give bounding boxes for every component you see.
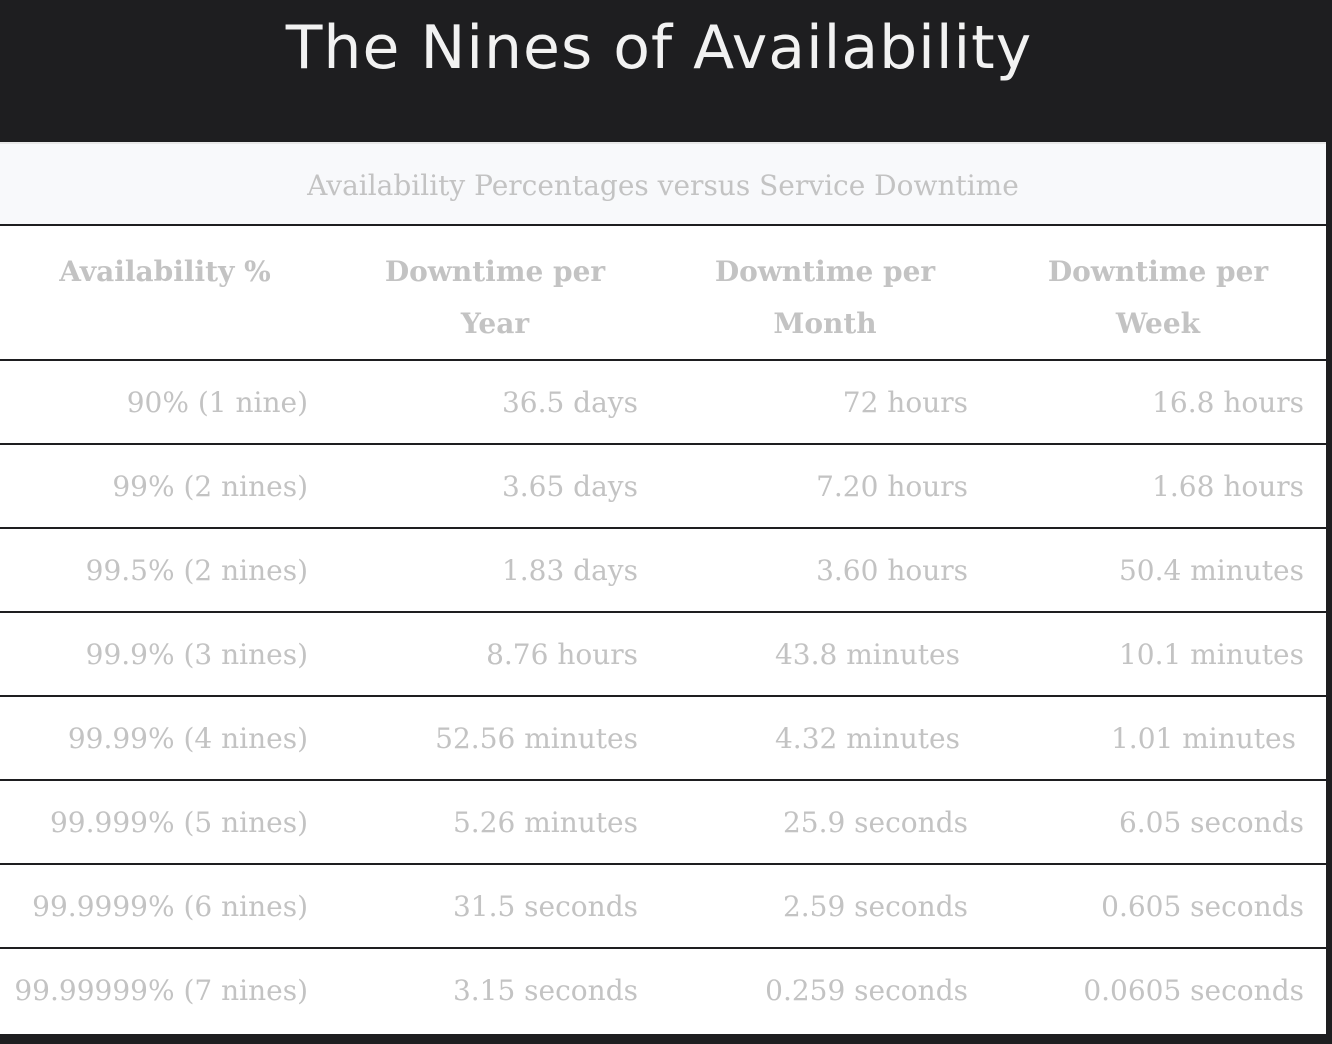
cell-week: 6.05 seconds	[990, 780, 1326, 865]
cell-availability: 99.9% (3 nines)	[0, 612, 330, 697]
table-row: 99% (2 nines) 3.65 days 7.20 hours 1.68 …	[0, 444, 1326, 529]
cell-year: 1.83 days	[330, 528, 660, 613]
cell-week: 1.01 minutes	[990, 696, 1326, 781]
table-row: 99.99999% (7 nines) 3.15 seconds 0.259 s…	[0, 948, 1326, 1032]
cell-availability: 99.99% (4 nines)	[0, 696, 330, 781]
cell-week: 10.1 minutes	[990, 612, 1326, 697]
cell-year: 52.56 minutes	[330, 696, 660, 781]
table-row: 90% (1 nine) 36.5 days 72 hours 16.8 hou…	[0, 360, 1326, 445]
cell-year: 8.76 hours	[330, 612, 660, 697]
cell-month: 2.59 seconds	[660, 864, 990, 949]
page-header: The Nines of Availability	[0, 0, 1332, 142]
cell-availability: 99.5% (2 nines)	[0, 528, 330, 613]
cell-week: 50.4 minutes	[990, 528, 1326, 613]
cell-year: 3.65 days	[330, 444, 660, 529]
table-caption: Availability Percentages versus Service …	[0, 142, 1326, 226]
header-downtime-year: Downtime per Year	[330, 226, 660, 361]
cell-week: 0.0605 seconds	[1083, 974, 1304, 1007]
cell-month: 72 hours	[660, 360, 990, 445]
cell-availability: 99.9999% (6 nines)	[0, 864, 330, 949]
cell-week: 0.605 seconds	[990, 864, 1326, 949]
header-downtime-week: Downtime per Week	[990, 226, 1326, 361]
cell-year: 3.15 seconds	[452, 974, 638, 1007]
cell-year: 36.5 days	[330, 360, 660, 445]
header-availability: Availability %	[0, 226, 330, 361]
cell-availability: 90% (1 nine)	[0, 360, 330, 445]
cell-year: 5.26 minutes	[330, 780, 660, 865]
cell-month: 4.32 minutes	[660, 696, 990, 781]
table-row: 99.9% (3 nines) 8.76 hours 43.8 minutes …	[0, 612, 1326, 697]
table-row: 99.9999% (6 nines) 31.5 seconds 2.59 sec…	[0, 864, 1326, 949]
table-row: 99.5% (2 nines) 1.83 days 3.60 hours 50.…	[0, 528, 1326, 613]
table-header-row: Availability % Downtime per Year Downtim…	[0, 226, 1326, 361]
table-row: 99.99% (4 nines) 52.56 minutes 4.32 minu…	[0, 696, 1326, 781]
cell-availability: 99% (2 nines)	[0, 444, 330, 529]
cell-availability: 99.999% (5 nines)	[0, 780, 330, 865]
cell-month: 7.20 hours	[660, 444, 990, 529]
cell-month: 25.9 seconds	[660, 780, 990, 865]
cell-year: 31.5 seconds	[330, 864, 660, 949]
availability-table: Availability Percentages versus Service …	[0, 142, 1326, 1032]
availability-table-container: Availability Percentages versus Service …	[0, 142, 1328, 1034]
bottom-border	[0, 1034, 1332, 1044]
cell-availability: 99.99999% (7 nines)	[14, 974, 308, 1007]
cell-month: 43.8 minutes	[660, 612, 990, 697]
page-title: The Nines of Availability	[285, 13, 1033, 83]
cell-month: 3.60 hours	[660, 528, 990, 613]
table-row: 99.999% (5 nines) 5.26 minutes 25.9 seco…	[0, 780, 1326, 865]
cell-week: 16.8 hours	[990, 360, 1326, 445]
header-downtime-month: Downtime per Month	[660, 226, 990, 361]
cell-month: 0.259 seconds	[765, 974, 968, 1007]
cell-week: 1.68 hours	[990, 444, 1326, 529]
